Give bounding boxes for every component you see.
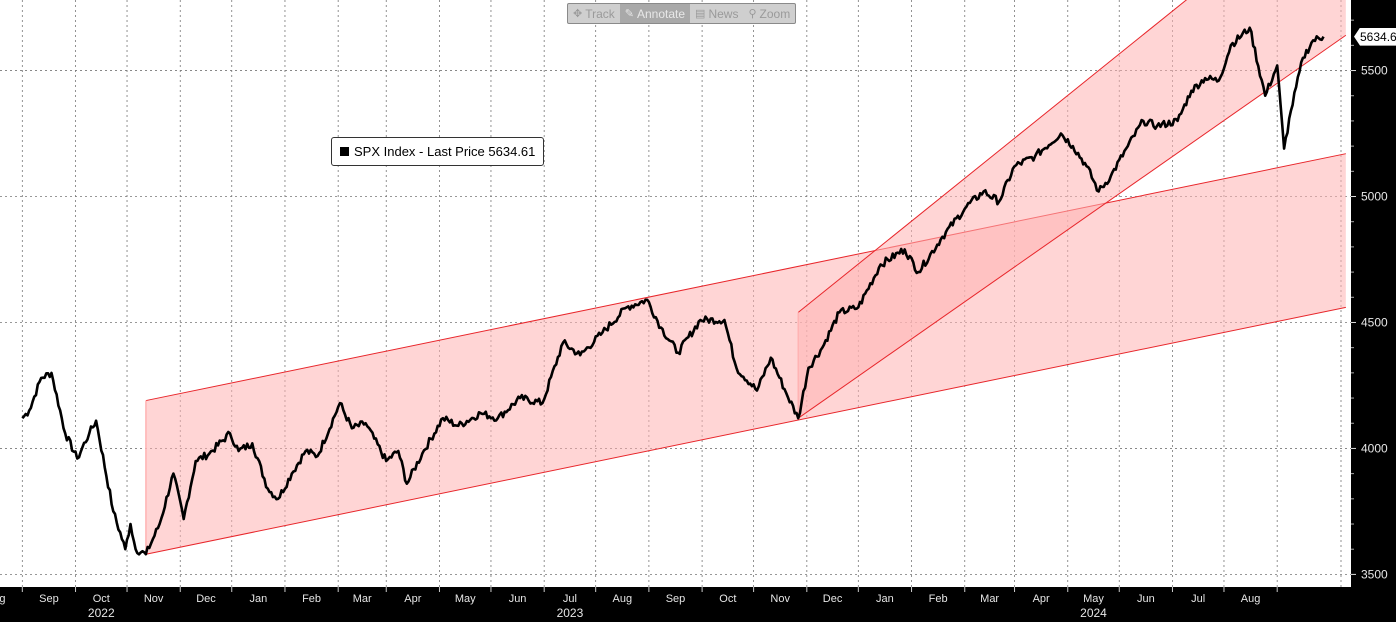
x-tick-label: Jul (1191, 593, 1205, 605)
track-label: Track (585, 6, 615, 21)
x-year-label: 2023 (557, 606, 584, 620)
y-tick-label: 4500 (1361, 315, 1388, 329)
x-year-label: 2022 (88, 606, 115, 620)
x-tick-label: Mar (353, 593, 372, 605)
magnifier-icon: ⚲ (748, 8, 757, 20)
x-tick-label: Jan (876, 593, 894, 605)
channel-upper-line-1 (145, 153, 1346, 402)
x-tick-label: Jun (509, 593, 527, 605)
news-icon: ▤ (695, 8, 706, 20)
channel-fill-1 (145, 153, 1346, 555)
legend-label: SPX Index - Last Price 5634.61 (354, 144, 536, 159)
channel-lower-line-1 (145, 306, 1346, 555)
x-tick-label: Apr (1033, 593, 1050, 605)
crosshair-icon: ✥ (573, 8, 583, 20)
y-tick-label: 3500 (1361, 567, 1388, 581)
last-price-tag: 5634.6 (1354, 27, 1396, 46)
series-line-spx (21, 26, 1325, 556)
track-button[interactable]: ✥ Track (568, 4, 620, 23)
x-tick-label: Jul (563, 593, 577, 605)
x-tick-label: Feb (302, 593, 321, 605)
x-axis: Aug Sep Oct Nov Dec Jan Feb Mar Apr May Jun Jul Aug S… (0, 587, 1278, 620)
x-tick-label: Dec (823, 593, 843, 605)
x-tick-label: Sep (666, 593, 686, 605)
x-tick-label: Aug (0, 593, 5, 605)
x-tick-label: Dec (196, 593, 216, 605)
x-tick-label: Aug (612, 593, 632, 605)
x-tick-label: Apr (404, 593, 421, 605)
x-tick-label: Oct (93, 593, 110, 605)
y-tick-label: 5500 (1361, 64, 1388, 78)
legend-swatch (340, 147, 349, 156)
chart-legend[interactable]: SPX Index - Last Price 5634.61 (331, 137, 545, 166)
annotate-button[interactable]: ✎ Annotate (619, 4, 691, 23)
x-tick-label: May (1083, 593, 1104, 605)
zoom-button[interactable]: ⚲ Zoom (743, 4, 795, 23)
x-tick-label: Oct (719, 593, 736, 605)
x-tick-label: Nov (770, 593, 790, 605)
x-tick-label: Jun (1137, 593, 1155, 605)
channels (145, 0, 1347, 555)
x-tick-label: Feb (929, 593, 948, 605)
x-year-label: 2024 (1080, 606, 1107, 620)
y-tick-label: 5000 (1361, 190, 1388, 204)
x-tick-label: Mar (980, 593, 999, 605)
channel-fill-2 (798, 0, 1346, 419)
x-tick-label: Jan (249, 593, 267, 605)
channel-upper-line-2 (797, 0, 1188, 313)
x-tick-label: May (455, 593, 476, 605)
x-tick-label: Sep (39, 593, 59, 605)
news-button[interactable]: ▤ News (690, 4, 743, 23)
pencil-icon: ✎ (624, 8, 634, 20)
chart-toolbar: ✥ Track ✎ Annotate ▤ News ⚲ Zoom (567, 3, 797, 24)
annotate-label: Annotate (637, 6, 686, 21)
zoom-label: Zoom (759, 6, 791, 21)
x-tick-label: Aug (1241, 593, 1261, 605)
channel-lower-line-2 (797, 34, 1347, 419)
x-tick-label: Nov (144, 593, 164, 605)
news-label: News (708, 6, 739, 21)
y-axis: 3500 4000 4500 5000 5500 (1351, 19, 1388, 581)
y-tick-label: 4000 (1361, 441, 1388, 455)
